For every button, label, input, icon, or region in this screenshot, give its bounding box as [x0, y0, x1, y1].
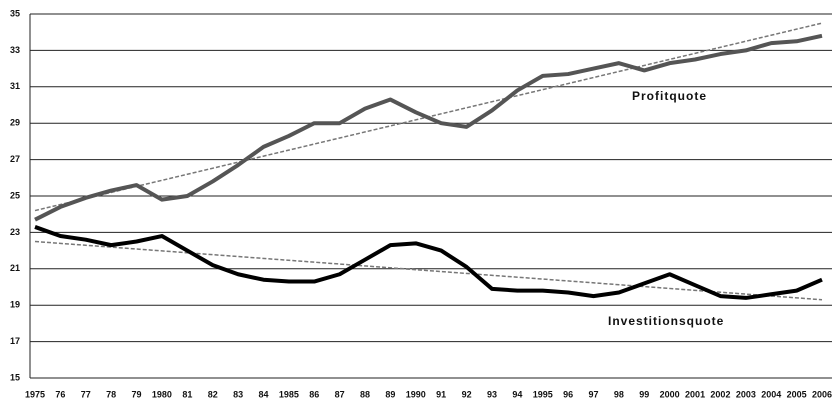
y-tick-label: 21 — [10, 263, 20, 273]
x-tick-label: 86 — [309, 389, 319, 399]
series-label: Profitquote — [632, 89, 707, 103]
x-tick-label: 93 — [487, 389, 497, 399]
y-tick-label: 29 — [10, 118, 20, 128]
y-tick-label: 19 — [10, 300, 20, 310]
x-tick-label: 98 — [614, 389, 624, 399]
x-tick-label: 1980 — [152, 389, 172, 399]
x-tick-label: 89 — [385, 389, 395, 399]
x-tick-label: 83 — [233, 389, 243, 399]
x-tick-label: 97 — [589, 389, 599, 399]
x-tick-label: 91 — [436, 389, 446, 399]
x-tick-label: 77 — [81, 389, 91, 399]
x-tick-label: 2003 — [736, 389, 756, 399]
x-tick-label: 96 — [563, 389, 573, 399]
y-tick-label: 27 — [10, 154, 20, 164]
y-tick-label: 17 — [10, 336, 20, 346]
x-tick-label: 1995 — [533, 389, 553, 399]
x-tick-label: 1975 — [25, 389, 45, 399]
x-tick-label: 76 — [55, 389, 65, 399]
x-tick-label: 2004 — [761, 389, 781, 399]
y-tick-label: 25 — [10, 190, 20, 200]
trend-line — [34, 240, 823, 301]
x-tick-label: 2002 — [710, 389, 730, 399]
x-tick-label: 79 — [132, 389, 142, 399]
x-tick-label: 82 — [208, 389, 218, 399]
x-tick-label: 81 — [182, 389, 192, 399]
x-tick-label: 92 — [462, 389, 472, 399]
x-tick-label: 1990 — [406, 389, 426, 399]
y-tick-label: 31 — [10, 81, 20, 91]
x-tick-label: 94 — [512, 389, 522, 399]
x-tick-label: 87 — [335, 389, 345, 399]
series-line — [34, 33, 823, 222]
y-tick-label: 33 — [10, 45, 20, 55]
x-tick-label: 2001 — [685, 389, 705, 399]
series-label: Investitionsquote — [608, 314, 724, 328]
y-tick-label: 23 — [10, 227, 20, 237]
y-tick-label: 35 — [10, 8, 20, 18]
x-tick-label: 2006 — [812, 389, 832, 399]
y-tick-label: 15 — [10, 372, 20, 382]
x-tick-label: 88 — [360, 389, 370, 399]
x-tick-label: 2005 — [787, 389, 807, 399]
x-tick-label: 78 — [106, 389, 116, 399]
x-tick-label: 1985 — [279, 389, 299, 399]
x-tick-label: 99 — [639, 389, 649, 399]
x-tick-label: 2000 — [660, 389, 680, 399]
series-line — [34, 225, 823, 300]
x-tick-label: 84 — [258, 389, 268, 399]
